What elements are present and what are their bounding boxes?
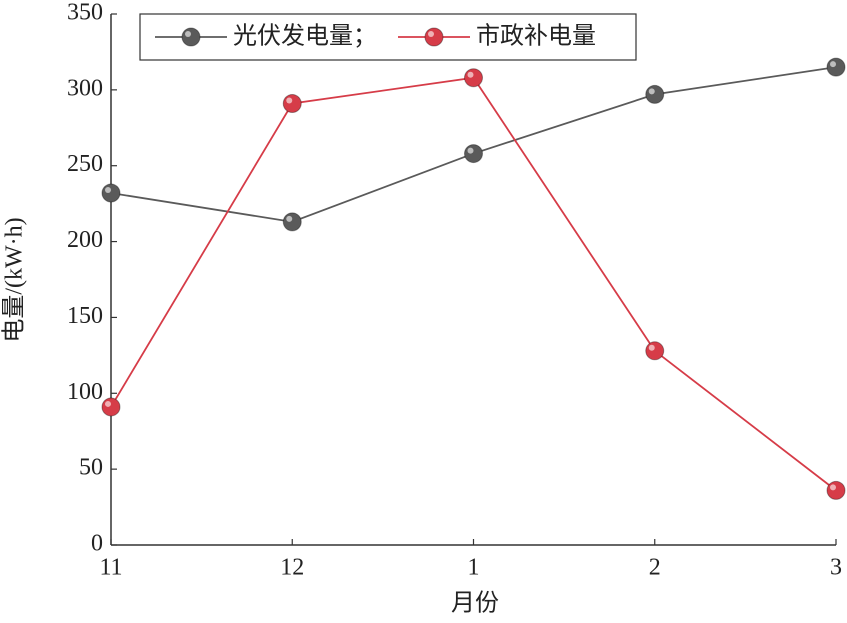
y-tick-label: 100 <box>67 379 103 405</box>
marker-highlight <box>105 400 111 407</box>
marker <box>282 94 302 114</box>
marker <box>826 57 846 77</box>
marker <box>645 341 665 361</box>
marker-highlight <box>467 147 474 154</box>
y-tick-label: 200 <box>67 227 103 253</box>
x-tick-label: 12 <box>280 555 304 581</box>
x-tick-label: 1 <box>468 555 480 581</box>
y-tick-label: 350 <box>67 0 103 26</box>
x-axis-title: 月份 <box>451 590 499 617</box>
marker-highlight <box>830 61 836 68</box>
marker-highlight <box>185 31 191 37</box>
y-tick-label: 150 <box>67 303 103 329</box>
x-tick-label: 3 <box>830 555 842 581</box>
marker <box>826 480 846 500</box>
marker-highlight <box>286 215 293 222</box>
marker <box>645 84 665 104</box>
marker-highlight <box>105 187 111 194</box>
marker-highlight <box>648 88 655 95</box>
y-tick-label: 50 <box>79 455 103 481</box>
marker-highlight <box>428 31 434 37</box>
marker-highlight <box>467 71 474 78</box>
legend-label: 光伏发电量； <box>233 23 377 50</box>
y-tick-label: 300 <box>67 75 103 101</box>
marker <box>101 183 121 203</box>
x-tick-label: 11 <box>99 555 122 581</box>
series-line <box>110 76 837 492</box>
y-tick-label: 250 <box>67 151 103 177</box>
marker <box>181 27 201 47</box>
y-tick-label: 0 <box>91 531 103 557</box>
marker-highlight <box>648 344 655 351</box>
marker <box>464 68 483 88</box>
marker <box>424 27 444 47</box>
marker-highlight <box>286 97 293 104</box>
marker <box>101 397 121 417</box>
marker <box>464 144 483 164</box>
x-tick-label: 2 <box>649 555 661 581</box>
y-axis-title: 电量/(kW·h) <box>1 217 28 342</box>
legend-label: 市政补电量 <box>476 23 596 50</box>
marker-highlight <box>830 484 836 491</box>
marker <box>282 212 302 232</box>
